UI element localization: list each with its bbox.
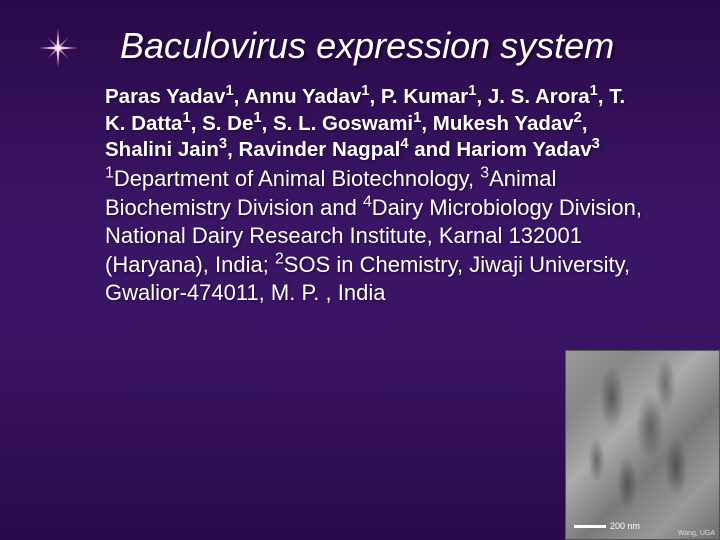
authors-line: Paras Yadav1, Annu Yadav1, P. Kumar1, J.… xyxy=(105,85,625,160)
slide-container: Baculovirus expression system Paras Yada… xyxy=(0,0,720,540)
affiliations-line: 1Department of Animal Biotechnology, 3An… xyxy=(105,165,650,308)
electron-micrograph: 200 nm Wang, UGA xyxy=(565,350,720,540)
scale-label: 200 nm xyxy=(610,521,640,531)
title-block: Baculovirus expression system xyxy=(120,25,680,66)
scale-bar: 200 nm xyxy=(574,521,640,531)
slide-title: Baculovirus expression system xyxy=(120,25,680,66)
author: S. De1 xyxy=(202,112,262,135)
author: Shalini Jain3 xyxy=(105,138,227,161)
author: Hariom Yadav3 xyxy=(456,138,599,161)
scale-line xyxy=(574,525,606,528)
author: Ravinder Nagpal4 xyxy=(239,138,409,161)
author: S. L. Goswami1 xyxy=(273,112,421,135)
author: Mukesh Yadav2 xyxy=(433,112,582,135)
author: J. S. Arora1 xyxy=(488,85,598,108)
author: P. Kumar1 xyxy=(381,85,477,108)
image-credit: Wang, UGA xyxy=(678,530,715,537)
author: Annu Yadav1 xyxy=(244,85,369,108)
author: Paras Yadav1 xyxy=(105,85,234,108)
starburst-icon xyxy=(38,28,78,68)
body-text: Paras Yadav1, Annu Yadav1, P. Kumar1, J.… xyxy=(105,84,650,308)
